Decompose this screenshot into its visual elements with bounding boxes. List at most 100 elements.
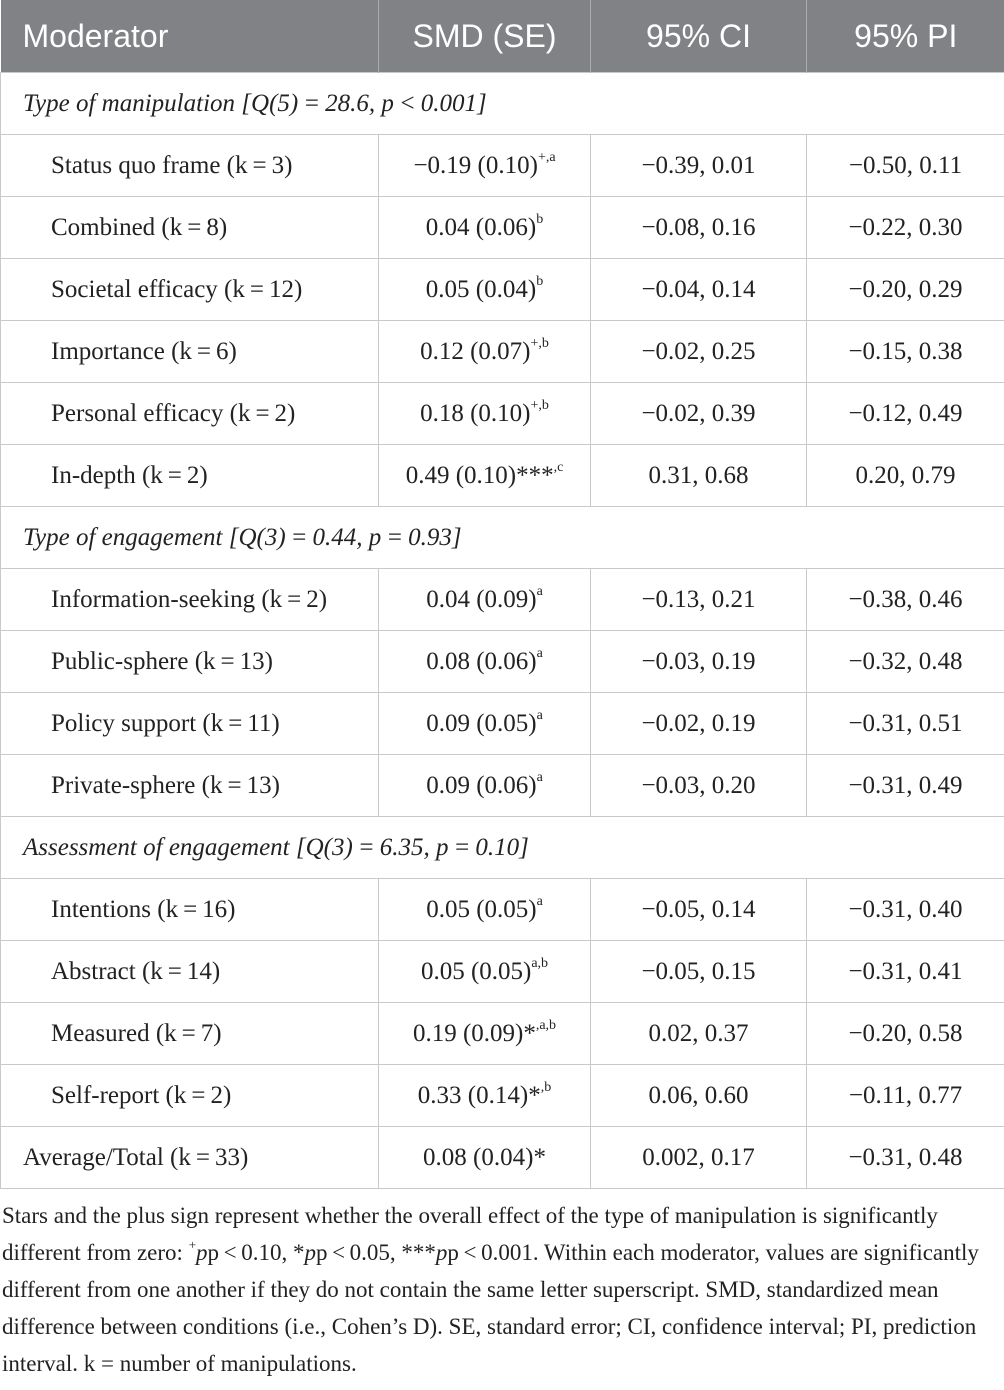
smd-value: 0.33 (0.14)* — [417, 1081, 541, 1109]
total-ci-cell: 0.002, 0.17 — [590, 1126, 807, 1189]
pi-cell: −0.50, 0.11 — [806, 134, 1004, 197]
significance-superscript: a — [536, 584, 543, 600]
smd-cell: 0.05 (0.05)a,b — [378, 940, 591, 1003]
smd-value: 0.05 (0.04) — [425, 275, 537, 303]
group-title: Type of manipulation — [23, 89, 236, 117]
pi-cell: −0.11, 0.77 — [806, 1064, 1004, 1127]
table-row: Societal efficacy (k = 12) 0.05 (0.04)b −0… — [0, 258, 1004, 321]
ci-cell: −0.08, 0.16 — [590, 196, 807, 259]
table-row: Importance (k = 6) 0.12 (0.07)+,b −0.02, 0… — [0, 320, 1004, 383]
smd-value: 0.04 (0.06) — [425, 213, 537, 241]
table-row: Public-sphere (k = 13) 0.08 (0.06)a −0.03,… — [0, 630, 1004, 693]
group-title: Assessment of engagement — [23, 833, 290, 861]
table-row: Information-seeking (k = 2) 0.04 (0.09)a −… — [0, 568, 1004, 631]
ci-cell: −0.02, 0.25 — [590, 320, 807, 383]
header-pi: 95% PI — [806, 0, 1004, 73]
moderator-cell: Importance (k = 6) — [0, 320, 379, 383]
smd-cell: 0.49 (0.10)***,c — [378, 444, 591, 507]
moderator-cell: Self-report (k = 2) — [0, 1064, 379, 1127]
significance-superscript: ,c — [553, 460, 564, 476]
table-row: Intentions (k = 16) 0.05 (0.05)a −0.05, 0.… — [0, 878, 1004, 941]
ci-cell: −0.05, 0.15 — [590, 940, 807, 1003]
smd-cell: 0.33 (0.14)*,b — [378, 1064, 591, 1127]
significance-superscript: a,b — [531, 956, 549, 972]
smd-cell: 0.12 (0.07)+,b — [378, 320, 591, 383]
moderator-table: Moderator SMD (SE) 95% CI 95% PI Type of… — [0, 0, 1004, 1189]
table-row: Private-sphere (k = 13) 0.09 (0.06)a −0.03… — [0, 754, 1004, 817]
pi-cell: −0.20, 0.29 — [806, 258, 1004, 321]
pi-cell: −0.22, 0.30 — [806, 196, 1004, 259]
ci-cell: −0.02, 0.39 — [590, 382, 807, 445]
moderator-cell: Public-sphere (k = 13) — [0, 630, 379, 693]
group-header-row: Type of manipulation [Q(5) = 28.6, p < 0… — [0, 72, 1004, 135]
table-row: Measured (k = 7) 0.19 (0.09)*,a,b 0.02, 0.… — [0, 1002, 1004, 1065]
pi-cell: −0.20, 0.58 — [806, 1002, 1004, 1065]
header-ci: 95% CI — [590, 0, 807, 73]
group-statistic: [Q(5) = 28.6, p < 0.001] — [241, 89, 487, 117]
smd-cell: 0.18 (0.10)+,b — [378, 382, 591, 445]
table-row: Policy support (k = 11) 0.09 (0.05)a −0.02… — [0, 692, 1004, 755]
smd-value: 0.08 (0.06) — [426, 647, 537, 675]
smd-value: 0.18 (0.10) — [420, 399, 531, 427]
ci-cell: −0.39, 0.01 — [590, 134, 807, 197]
smd-cell: 0.04 (0.09)a — [378, 568, 591, 631]
pi-cell: −0.38, 0.46 — [806, 568, 1004, 631]
significance-superscript: a — [536, 646, 543, 662]
header-moderator: Moderator — [0, 0, 379, 73]
total-moderator-cell: Average/Total (k = 33) — [0, 1126, 379, 1189]
group-title-cell: Assessment of engagement [Q(3) = 6.35, p… — [0, 816, 1004, 879]
pi-cell: −0.12, 0.49 — [806, 382, 1004, 445]
table-row: Status quo frame (k = 3) −0.19 (0.10)+,a −… — [0, 134, 1004, 197]
pi-cell: −0.15, 0.38 — [806, 320, 1004, 383]
smd-value: 0.09 (0.05) — [426, 709, 537, 737]
table-body: Type of manipulation [Q(5) = 28.6, p < 0… — [0, 72, 1004, 1189]
moderator-cell: Policy support (k = 11) — [0, 692, 379, 755]
significance-superscript: ,b — [540, 1080, 552, 1096]
smd-cell: 0.09 (0.05)a — [378, 692, 591, 755]
significance-superscript: a — [536, 894, 543, 910]
smd-value: 0.09 (0.06) — [426, 771, 537, 799]
moderator-cell: Abstract (k = 14) — [0, 940, 379, 1003]
ci-cell: −0.03, 0.19 — [590, 630, 807, 693]
total-smd-cell: 0.08 (0.04)* — [378, 1126, 591, 1189]
moderator-cell: Personal efficacy (k = 2) — [0, 382, 379, 445]
moderator-cell: Status quo frame (k = 3) — [0, 134, 379, 197]
smd-cell: −0.19 (0.10)+,a — [378, 134, 591, 197]
group-header-row: Assessment of engagement [Q(3) = 6.35, p… — [0, 816, 1004, 879]
smd-value: 0.19 (0.09)* — [412, 1019, 536, 1047]
group-statistic: [Q(3) = 0.44, p = 0.93] — [228, 523, 462, 551]
smd-cell: 0.08 (0.06)a — [378, 630, 591, 693]
table-row: In-depth (k = 2) 0.49 (0.10)***,c 0.31, 0.… — [0, 444, 1004, 507]
moderator-cell: In-depth (k = 2) — [0, 444, 379, 507]
ci-cell: 0.06, 0.60 — [590, 1064, 807, 1127]
smd-value: 0.04 (0.09) — [426, 585, 537, 613]
ci-cell: −0.03, 0.20 — [590, 754, 807, 817]
ci-cell: 0.31, 0.68 — [590, 444, 807, 507]
significance-superscript: b — [536, 212, 544, 228]
group-title: Type of engagement — [23, 523, 223, 551]
ci-cell: −0.04, 0.14 — [590, 258, 807, 321]
smd-cell: 0.05 (0.05)a — [378, 878, 591, 941]
smd-cell: 0.05 (0.04)b — [378, 258, 591, 321]
moderator-cell: Information-seeking (k = 2) — [0, 568, 379, 631]
pi-cell: −0.31, 0.49 — [806, 754, 1004, 817]
pi-cell: −0.31, 0.40 — [806, 878, 1004, 941]
table-row: Self-report (k = 2) 0.33 (0.14)*,b 0.06, 0… — [0, 1064, 1004, 1127]
total-row: Average/Total (k = 33) 0.08 (0.04)* 0.002,… — [0, 1126, 1004, 1189]
smd-value: 0.12 (0.07) — [420, 337, 531, 365]
moderator-cell: Combined (k = 8) — [0, 196, 379, 259]
significance-superscript: ,a,b — [535, 1018, 557, 1034]
table-row: Personal efficacy (k = 2) 0.18 (0.10)+,b −… — [0, 382, 1004, 445]
group-title-cell: Type of manipulation [Q(5) = 28.6, p < 0… — [0, 72, 1004, 135]
moderator-cell: Societal efficacy (k = 12) — [0, 258, 379, 321]
total-pi-cell: −0.31, 0.48 — [806, 1126, 1004, 1189]
significance-superscript: b — [536, 274, 544, 290]
significance-superscript: +,b — [530, 336, 549, 352]
significance-superscript: +,a — [537, 150, 556, 166]
pi-cell: −0.31, 0.41 — [806, 940, 1004, 1003]
table-row: Combined (k = 8) 0.04 (0.06)b −0.08, 0.16−… — [0, 196, 1004, 259]
group-statistic: [Q(3) = 6.35, p = 0.10] — [295, 833, 529, 861]
table-footnote: Stars and the plus sign represent whethe… — [2, 1203, 979, 1376]
ci-cell: −0.05, 0.14 — [590, 878, 807, 941]
smd-value: 0.49 (0.10)*** — [405, 461, 554, 489]
